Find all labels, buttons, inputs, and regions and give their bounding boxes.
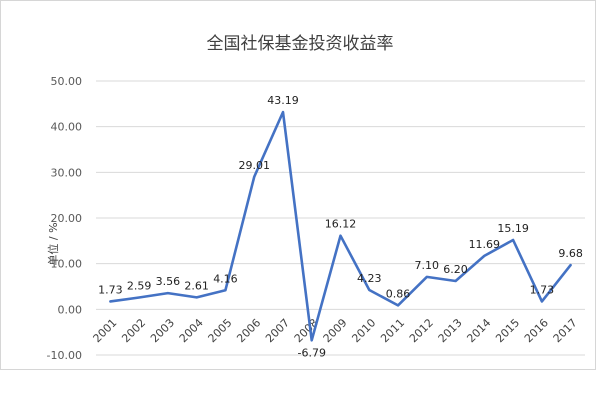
- data-label: 2.61: [184, 279, 209, 292]
- data-label: 15.19: [497, 222, 529, 235]
- data-label: 1.73: [98, 283, 123, 296]
- x-tick-labels: 2001 2002 2003 2004 2005 2006 2007 2008 2009 2010…: [91, 316, 580, 345]
- x-tick-label: 2005: [206, 316, 235, 345]
- data-label: 2.59: [127, 280, 152, 293]
- data-label: 0.86: [386, 287, 411, 300]
- data-labels: 1.73 2.59 3.56 2.61 4.16 29.01 43.19 -6.79 16.12…: [98, 94, 583, 359]
- x-tick-label: 2010: [349, 316, 378, 345]
- y-tick-label: -10.00: [47, 349, 82, 362]
- series-line: [109, 110, 572, 342]
- data-label: 1.73: [530, 283, 555, 296]
- data-label: 11.69: [469, 238, 501, 251]
- y-tick-label: 50.00: [51, 75, 83, 88]
- x-tick-label: 2012: [407, 316, 436, 345]
- x-tick-label: 2004: [177, 316, 206, 345]
- data-label: 9.68: [558, 247, 583, 260]
- x-tick-label: 2002: [119, 316, 148, 345]
- data-label: 7.10: [415, 259, 440, 272]
- y-tick-label: 10.00: [51, 258, 83, 271]
- data-label: -6.79: [298, 346, 326, 359]
- x-tick-label: 2006: [234, 316, 263, 345]
- x-tick-label: 2009: [321, 316, 350, 345]
- x-tick-label: 2014: [464, 316, 493, 345]
- data-label: 4.16: [213, 272, 238, 285]
- gridlines: [96, 80, 585, 356]
- chart-frame: [0, 0, 596, 370]
- y-tick-labels: -10.00 0.00 10.00 20.00 30.00 40.00 50.00: [47, 75, 82, 362]
- data-label: 16.12: [325, 218, 357, 231]
- data-label: 4.23: [357, 272, 382, 285]
- y-tick-label: 40.00: [51, 121, 83, 134]
- x-tick-label: 2013: [436, 316, 465, 345]
- data-label: 29.01: [238, 159, 270, 172]
- x-tick-label: 2016: [522, 316, 551, 345]
- x-tick-label: 2017: [551, 316, 580, 345]
- y-tick-label: 30.00: [51, 166, 83, 179]
- y-tick-label: 20.00: [51, 212, 83, 225]
- y-tick-label: 0.00: [58, 303, 83, 316]
- data-label: 43.19: [267, 94, 299, 107]
- y-axis-label: 单位 / %: [46, 222, 60, 265]
- x-tick-label: 2003: [148, 316, 177, 345]
- data-label: 3.56: [156, 275, 181, 288]
- x-tick-label: 2015: [493, 316, 522, 345]
- data-label: 6.20: [443, 263, 468, 276]
- chart-title: 全国社保基金投资收益率: [207, 34, 394, 54]
- x-tick-label: 2011: [378, 316, 407, 345]
- x-tick-label: 2007: [263, 316, 292, 345]
- x-tick-label: 2001: [91, 316, 120, 345]
